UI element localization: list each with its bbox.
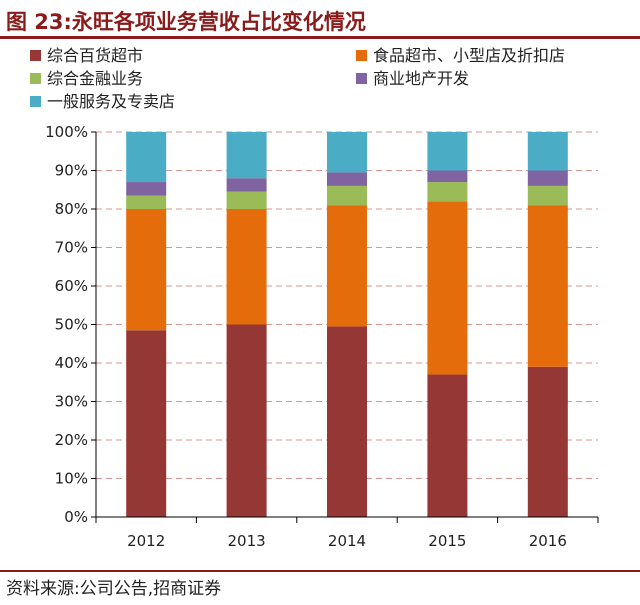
- title-bar: 图 23:永旺各项业务营收占比变化情况: [0, 0, 640, 39]
- y-tick-label: 50%: [55, 316, 88, 334]
- bar-2016-series-1: [527, 366, 568, 517]
- bar-2013-series-3: [226, 191, 267, 209]
- legend-swatch-4: [356, 73, 367, 84]
- bar-2013-series-1: [226, 324, 267, 517]
- y-tick-label: 70%: [55, 239, 88, 257]
- x-tick-label-2016: 2016: [529, 532, 567, 550]
- bar-2012-series-1: [126, 330, 167, 517]
- source-note: 资料来源:公司公告,招商证券: [6, 579, 222, 599]
- bar-2013-series-5: [226, 132, 267, 179]
- legend-swatch-1: [30, 50, 41, 61]
- legend-label-5: 一般服务及专卖店: [47, 92, 175, 111]
- bar-2015-series-1: [427, 374, 468, 517]
- bar-2014-series-5: [327, 132, 367, 173]
- chart-title: 图 23:永旺各项业务营收占比变化情况: [6, 10, 366, 34]
- bar-2014-series-4: [327, 172, 367, 186]
- legend-label-2: 食品超市、小型店及折扣店: [373, 46, 565, 65]
- legend-label-4: 商业地产开发: [373, 69, 469, 88]
- bar-2016-series-3: [527, 185, 568, 206]
- title-divider: [0, 36, 640, 39]
- x-tick-label-2014: 2014: [328, 532, 366, 550]
- x-tick-label-2015: 2015: [428, 532, 466, 550]
- y-tick-label: 10%: [55, 470, 88, 488]
- x-tick-label-2013: 2013: [228, 532, 266, 550]
- y-tick-label: 20%: [55, 431, 88, 449]
- y-tick-label: 90%: [55, 162, 88, 180]
- bar-2016-series-4: [527, 170, 568, 186]
- source-divider: [0, 570, 640, 572]
- bar-2014-series-1: [327, 326, 367, 517]
- legend-swatch-5: [30, 96, 41, 107]
- legend-label-3: 综合金融业务: [47, 69, 143, 88]
- y-tick-label: 60%: [55, 277, 88, 295]
- y-tick-label: 100%: [45, 123, 88, 141]
- y-tick-label: 40%: [55, 354, 88, 372]
- bar-2015-series-5: [427, 132, 468, 171]
- bar-2016-series-2: [527, 205, 568, 367]
- bar-2013-series-4: [226, 178, 267, 192]
- y-tick-label: 0%: [64, 508, 88, 526]
- bar-2012-series-4: [126, 182, 167, 196]
- bar-2015-series-4: [427, 170, 468, 183]
- bar-2015-series-3: [427, 182, 468, 202]
- bar-2012-series-5: [126, 132, 167, 183]
- bar-2012-series-3: [126, 195, 167, 209]
- bar-2014-series-2: [327, 205, 367, 327]
- legend-swatch-3: [30, 73, 41, 84]
- bar-2016-series-5: [527, 132, 568, 171]
- legend-label-1: 综合百货超市: [47, 46, 143, 65]
- bar-2015-series-2: [427, 201, 468, 375]
- bar-2014-series-3: [327, 185, 367, 206]
- bar-2013-series-2: [226, 209, 267, 325]
- y-tick-label: 30%: [55, 393, 88, 411]
- x-tick-label-2012: 2012: [127, 532, 165, 550]
- y-tick-label: 80%: [55, 200, 88, 218]
- legend-swatch-2: [356, 50, 367, 61]
- bar-2012-series-2: [126, 209, 167, 331]
